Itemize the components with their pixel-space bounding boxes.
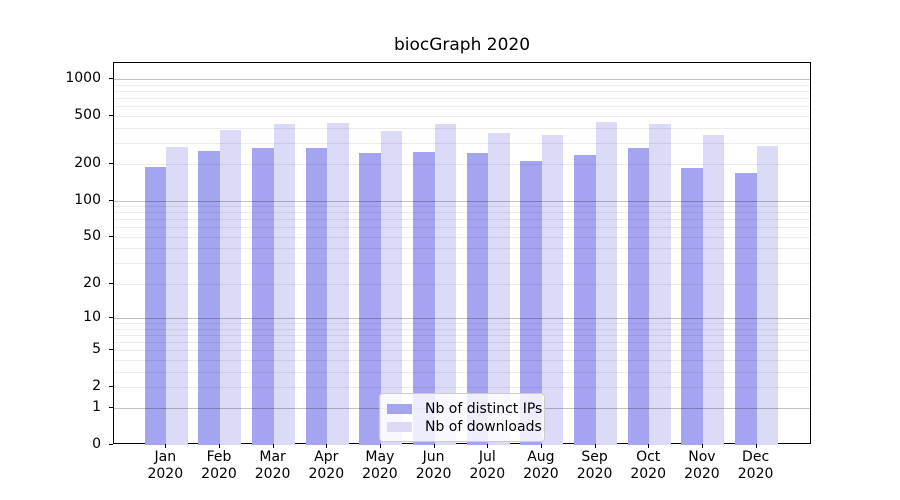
- bar-nb-of-downloads-jan: [166, 146, 188, 445]
- gridline-minor: [114, 127, 810, 129]
- x-tick-mark: [701, 444, 703, 448]
- x-tick-label-jan: Jan 2020: [147, 449, 184, 482]
- bar-nb-of-distinct-ips-aug: [520, 161, 542, 445]
- y-tick-mark: [109, 385, 113, 387]
- gridline-major: [114, 79, 810, 81]
- bar-nb-of-distinct-ips-may: [359, 152, 381, 445]
- legend-label-distinct-ips: Nb of distinct IPs: [425, 400, 543, 417]
- bar-nb-of-downloads-jul: [488, 133, 510, 445]
- y-tick-mark: [109, 235, 113, 237]
- gridline-minor: [114, 84, 810, 86]
- x-tick-label-apr: Apr 2020: [308, 449, 345, 482]
- y-tick-mark: [109, 163, 113, 165]
- y-tick-label: 0: [92, 436, 101, 452]
- bar-nb-of-distinct-ips-sep: [574, 154, 596, 445]
- x-tick-label-sep: Sep 2020: [576, 449, 613, 482]
- legend-label-downloads: Nb of downloads: [425, 418, 542, 435]
- bar-nb-of-distinct-ips-nov: [681, 168, 703, 445]
- y-tick-label: 50: [83, 227, 101, 244]
- bar-nb-of-distinct-ips-jul: [466, 153, 489, 445]
- x-tick-mark: [594, 444, 596, 448]
- x-tick-mark: [487, 444, 489, 448]
- x-tick-mark: [379, 444, 381, 448]
- y-tick-mark: [109, 114, 113, 116]
- bar-nb-of-downloads-may: [380, 130, 403, 445]
- y-tick-label: 20: [83, 274, 101, 291]
- y-tick-mark: [109, 282, 113, 284]
- x-tick-label-may: May 2020: [362, 449, 398, 482]
- y-tick-mark: [109, 407, 113, 409]
- plot-area: [113, 62, 811, 445]
- bar-nb-of-distinct-ips-mar: [252, 148, 274, 445]
- y-tick-mark: [109, 199, 113, 201]
- x-tick-mark: [433, 444, 435, 448]
- legend: Nb of distinct IPs Nb of downloads: [379, 393, 545, 442]
- y-tick-label: 200: [74, 155, 101, 172]
- y-tick-label: 1000: [65, 70, 101, 87]
- y-tick-mark: [109, 317, 113, 319]
- x-tick-mark: [272, 444, 274, 448]
- bar-nb-of-downloads-aug: [541, 135, 564, 445]
- x-tick-mark: [219, 444, 220, 448]
- chart-title: biocGraph 2020: [393, 35, 531, 55]
- x-tick-label-jun: Jun 2020: [415, 449, 452, 482]
- x-tick-mark: [326, 444, 328, 448]
- legend-swatch-distinct-ips-icon: [387, 403, 412, 414]
- x-tick-mark: [755, 444, 757, 448]
- bar-nb-of-distinct-ips-feb: [198, 151, 220, 445]
- bar-nb-of-downloads-jun: [434, 124, 457, 445]
- gridline-minor: [114, 98, 810, 100]
- gridline-minor: [114, 106, 810, 108]
- bar-nb-of-downloads-apr: [327, 123, 349, 445]
- y-tick-label: 100: [74, 191, 101, 208]
- bar-nb-of-downloads-oct: [649, 124, 671, 445]
- bar-nb-of-downloads-feb: [219, 130, 242, 445]
- legend-swatch-downloads-icon: [387, 421, 412, 432]
- x-tick-mark: [540, 444, 542, 448]
- x-tick-label-dec: Dec 2020: [737, 449, 774, 482]
- bar-nb-of-distinct-ips-oct: [627, 148, 650, 445]
- x-tick-label-mar: Mar 2020: [254, 449, 291, 482]
- y-tick-label: 10: [83, 309, 101, 326]
- bar-nb-of-downloads-dec: [756, 145, 779, 445]
- x-tick-mark: [648, 444, 650, 448]
- y-tick-label: 500: [74, 106, 101, 123]
- y-tick-label: 5: [92, 341, 101, 358]
- bar-nb-of-distinct-ips-jan: [144, 167, 167, 445]
- bar-nb-of-downloads-sep: [595, 122, 618, 445]
- legend-item-distinct-ips: Nb of distinct IPs: [387, 400, 542, 417]
- x-tick-label-aug: Aug 2020: [523, 449, 559, 482]
- x-tick-label-oct: Oct 2020: [630, 449, 666, 482]
- bar-nb-of-downloads-mar: [273, 124, 296, 445]
- x-tick-label-jul: Jul 2020: [469, 449, 506, 482]
- bar-nb-of-distinct-ips-dec: [735, 172, 757, 445]
- y-tick-mark: [109, 444, 113, 445]
- y-tick-label: 2: [92, 377, 101, 394]
- gridline-minor: [114, 115, 810, 117]
- bar-nb-of-distinct-ips-apr: [305, 148, 328, 445]
- legend-item-downloads: Nb of downloads: [387, 418, 542, 435]
- bar-nb-of-downloads-nov: [702, 135, 725, 445]
- x-tick-label-nov: Nov 2020: [684, 449, 720, 482]
- y-tick-mark: [109, 349, 113, 351]
- x-tick-label-feb: Feb 2020: [201, 449, 237, 482]
- y-tick-mark: [109, 78, 113, 80]
- y-tick-label: 1: [92, 399, 101, 416]
- x-tick-mark: [165, 444, 167, 448]
- gridline-minor: [114, 91, 810, 92]
- bar-nb-of-distinct-ips-jun: [413, 152, 435, 445]
